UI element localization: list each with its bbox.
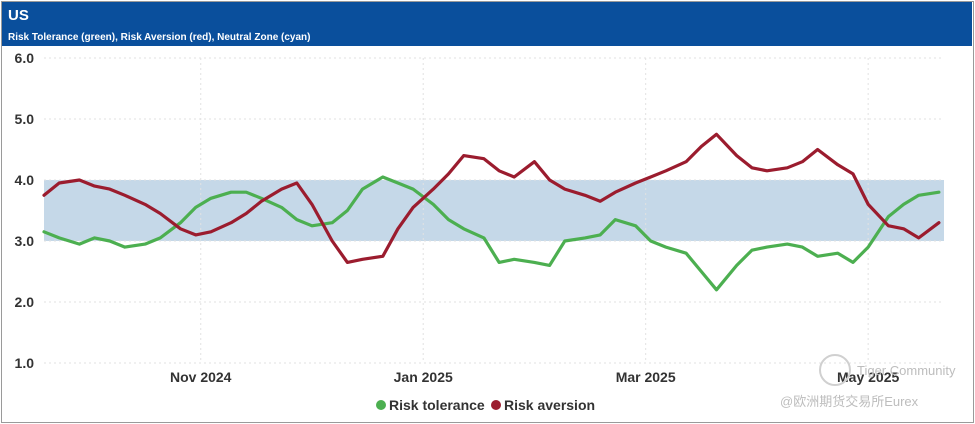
x-tick-label: Mar 2025 <box>616 369 676 385</box>
y-axis: 1.0 2.0 3.0 4.0 5.0 6.0 <box>15 50 35 371</box>
x-tick-label: Jan 2025 <box>394 369 453 385</box>
y-tick-label: 3.0 <box>15 233 35 249</box>
y-tick-label: 5.0 <box>15 111 35 127</box>
neutral-zone-band <box>44 180 944 241</box>
chart-header: US Risk Tolerance (green), Risk Aversion… <box>2 2 972 46</box>
legend-label-aversion: Risk aversion <box>504 397 595 413</box>
legend-item-tolerance[interactable]: Risk tolerance <box>376 397 485 413</box>
x-tick-label: May 2025 <box>837 369 899 385</box>
series-layer <box>42 132 941 292</box>
y-tick-label: 1.0 <box>15 355 35 371</box>
watermark-handle: @欧洲期货交易所Eurex <box>780 394 919 409</box>
y-tick-label: 2.0 <box>15 294 35 310</box>
y-tick-label: 6.0 <box>15 50 35 66</box>
series-line-risk-tolerance <box>42 175 941 292</box>
watermark-brand: Tiger Community <box>857 363 956 378</box>
legend-dot-tolerance <box>376 400 386 410</box>
chart-title: US <box>8 7 29 24</box>
series-line-risk-aversion <box>42 132 941 264</box>
y-tick-label: 4.0 <box>15 172 35 188</box>
legend: Risk tolerance Risk aversion <box>376 397 595 413</box>
x-tick-label: Nov 2024 <box>170 369 232 385</box>
chart-subtitle: Risk Tolerance (green), Risk Aversion (r… <box>8 32 311 43</box>
tiger-logo-icon <box>819 354 851 386</box>
legend-item-aversion[interactable]: Risk aversion <box>491 397 595 413</box>
watermark: Tiger Community @欧洲期货交易所Eurex <box>780 354 956 409</box>
legend-label-tolerance: Risk tolerance <box>389 397 485 413</box>
legend-dot-aversion <box>491 400 501 410</box>
x-axis: Nov 2024 Jan 2025 Mar 2025 May 2025 <box>170 369 899 385</box>
plot-area <box>44 57 944 364</box>
